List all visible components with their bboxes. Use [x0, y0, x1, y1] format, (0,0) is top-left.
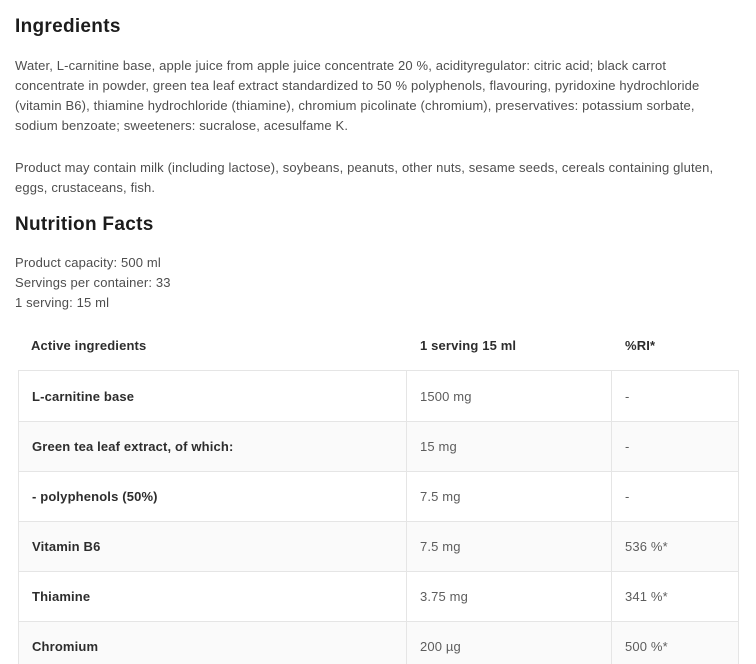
ingredient-name: Chromium	[19, 622, 407, 664]
nutrition-facts-title: Nutrition Facts	[15, 214, 154, 235]
nutrition-table: L-carnitine base 1500 mg - Green tea lea…	[18, 370, 739, 664]
serving-amount: 3.75 mg	[407, 572, 612, 621]
table-row: L-carnitine base 1500 mg -	[19, 371, 738, 421]
serving-amount: 15 mg	[407, 422, 612, 471]
serving-amount: 200 µg	[407, 622, 612, 664]
serving-size-text: 1 serving: 15 ml	[15, 295, 110, 310]
column-header-serving: 1 serving 15 ml	[420, 338, 517, 353]
ingredients-title: Ingredients	[15, 16, 121, 37]
nutrition-table-header: Active ingredients 1 serving 15 ml %RI*	[18, 338, 739, 353]
column-header-ri: %RI*	[625, 338, 656, 353]
product-capacity-text: Product capacity: 500 ml	[15, 255, 161, 270]
ingredients-composition-text: Water, L-carnitine base, apple juice fro…	[15, 58, 700, 133]
ri-percent: -	[625, 439, 630, 454]
ingredient-name: Vitamin B6	[19, 522, 407, 571]
ri-percent: -	[625, 489, 630, 504]
table-row: Thiamine 3.75 mg 341 %*	[19, 571, 738, 621]
ingredient-name: Thiamine	[19, 572, 407, 621]
allergen-warning-text: Product may contain milk (including lact…	[15, 160, 714, 195]
ingredient-name: Green tea leaf extract, of which:	[19, 422, 407, 471]
servings-per-container-text: Servings per container: 33	[15, 275, 171, 290]
table-row: - polyphenols (50%) 7.5 mg -	[19, 471, 738, 521]
serving-amount: 1500 mg	[407, 371, 612, 421]
ingredient-name: - polyphenols (50%)	[19, 472, 407, 521]
table-row: Chromium 200 µg 500 %*	[19, 621, 738, 664]
serving-amount: 7.5 mg	[407, 522, 612, 571]
ri-percent: 500 %*	[625, 639, 668, 654]
ingredient-name: L-carnitine base	[19, 371, 407, 421]
table-row: Green tea leaf extract, of which: 15 mg …	[19, 421, 738, 471]
product-info-block: Product capacity: 500 ml Servings per co…	[15, 253, 740, 313]
ri-percent: 341 %*	[625, 589, 668, 604]
ri-percent: 536 %*	[625, 539, 668, 554]
table-row: Vitamin B6 7.5 mg 536 %*	[19, 521, 738, 571]
column-header-active-ingredients: Active ingredients	[31, 338, 147, 353]
ri-percent: -	[625, 388, 630, 404]
serving-amount: 7.5 mg	[407, 472, 612, 521]
